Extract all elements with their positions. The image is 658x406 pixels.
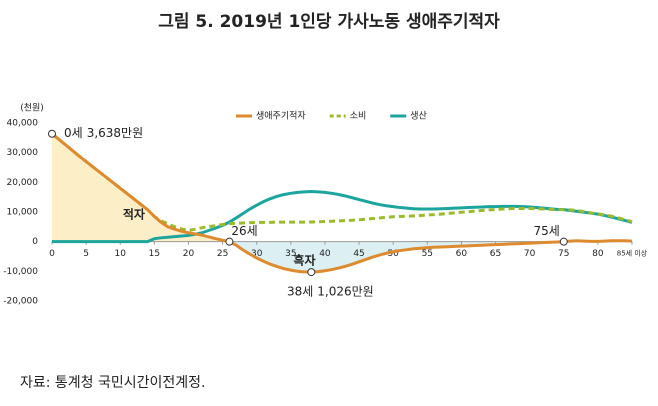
series-line: [51, 132, 633, 274]
annotation-point: [225, 237, 234, 246]
annotation-label: 38세: [287, 285, 313, 299]
legend-label: 생애주기적자: [256, 110, 306, 122]
region-label: 흑자: [293, 252, 315, 267]
y-axis-label: (천원): [20, 103, 44, 114]
annotation-label: 0세: [64, 126, 83, 140]
x-tick-label: 30: [251, 249, 263, 259]
x-tick-label: 65: [490, 249, 501, 259]
source-note: 자료: 통계청 국민시간이전계정.: [20, 375, 206, 391]
x-tick-label: 20: [183, 249, 195, 259]
y-tick-label: -20,000: [3, 297, 38, 307]
x-tick-label: 55: [422, 249, 433, 259]
y-tick-label: 40,000: [7, 119, 39, 129]
x-tick-label: 80: [592, 249, 604, 259]
deficit-area: [52, 133, 230, 242]
region-label: 적자: [123, 206, 145, 221]
annotation-label: 75세: [533, 224, 559, 238]
legend-label: 생산: [410, 111, 427, 122]
surplus-area: [229, 241, 564, 273]
x-tick-label: 15: [149, 249, 160, 259]
x-tick-label: 85세 이상: [617, 249, 648, 258]
x-tick-label: 10: [115, 249, 127, 259]
x-tick-label: 0: [49, 249, 55, 259]
annotation-label: 26세: [231, 224, 257, 238]
x-tick-label: 40: [319, 249, 331, 259]
x-tick-label: 60: [456, 249, 468, 259]
annotation-point: [559, 237, 568, 246]
x-tick-label: 50: [387, 249, 399, 259]
y-tick-label: 10,000: [7, 208, 39, 218]
x-tick-label: 25: [217, 249, 228, 259]
annotation-point: [307, 268, 316, 277]
x-tick-label: 45: [353, 249, 364, 259]
x-tick-label: 75: [558, 249, 569, 259]
y-tick-label: 20,000: [7, 178, 39, 188]
chart-title: 그림 5. 2019년 1인당 가사노동 생애주기적자: [158, 12, 500, 32]
y-tick-label: -10,000: [3, 267, 38, 277]
y-tick-label: 0: [32, 237, 38, 247]
annotation-point: [48, 129, 56, 138]
x-tick-label: 70: [524, 249, 536, 259]
value-label: 3,638만원: [87, 126, 143, 140]
series-line: [52, 190, 633, 244]
value-label: 1,026만원: [317, 285, 373, 299]
legend-label: 소비: [350, 111, 367, 122]
y-tick-label: 30,000: [7, 148, 39, 158]
x-tick-label: 35: [285, 249, 296, 259]
x-tick-label: 5: [83, 249, 89, 259]
